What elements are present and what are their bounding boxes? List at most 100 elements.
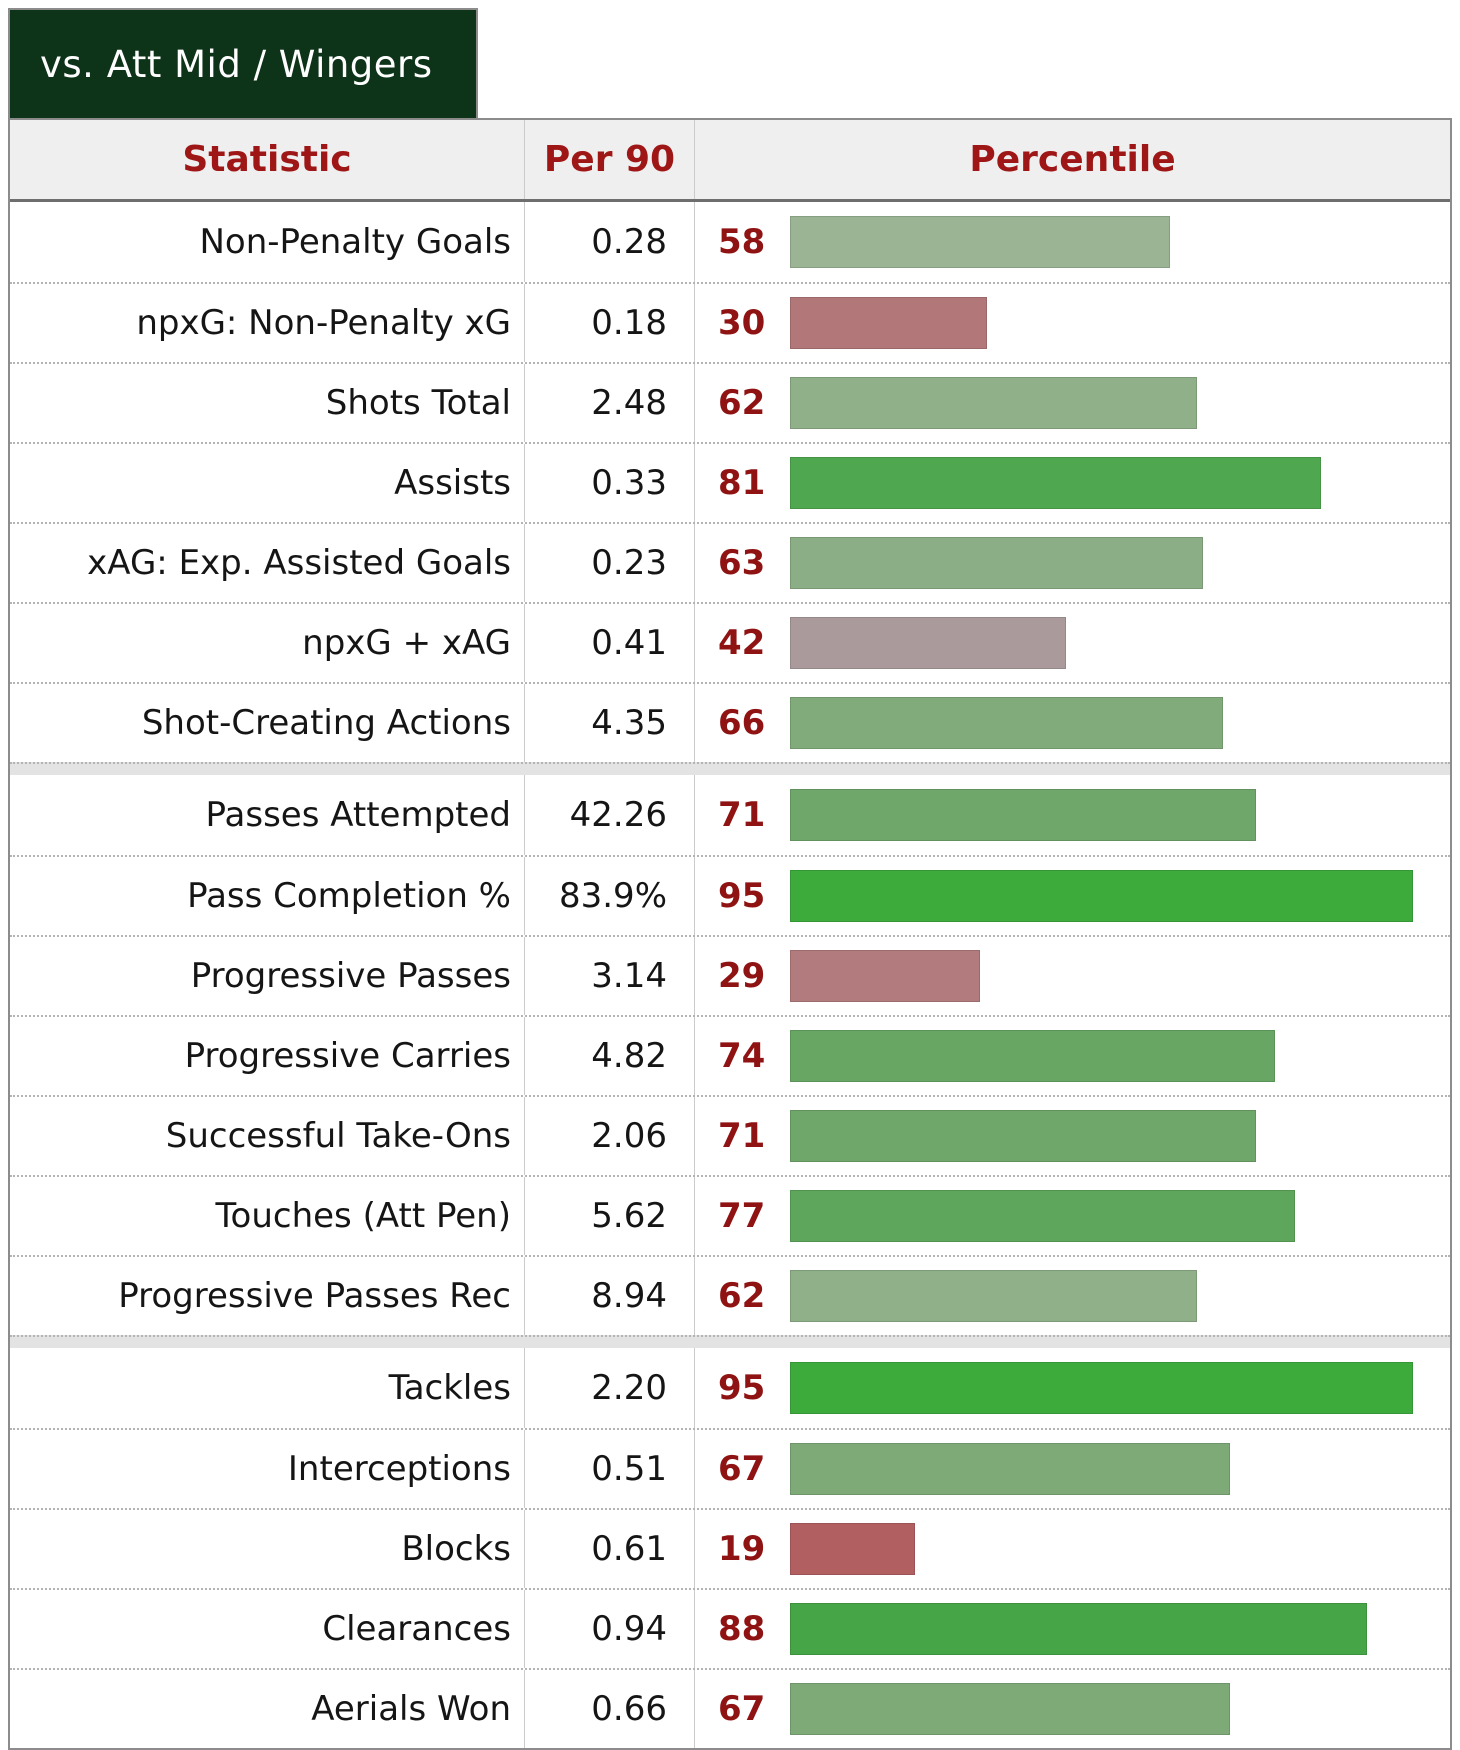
table-row: Blocks 0.61 19 xyxy=(10,1508,1450,1588)
per90-value: 4.35 xyxy=(525,684,695,762)
percentile-value: 71 xyxy=(718,795,766,835)
position-comparison-tab[interactable]: vs. Att Mid / Wingers xyxy=(8,8,478,118)
stat-label: Touches (Att Pen) xyxy=(10,1177,525,1255)
percentile-value: 74 xyxy=(718,1036,766,1076)
percentile-value: 62 xyxy=(718,1276,766,1316)
percentile-value: 66 xyxy=(718,703,766,743)
table-row: npxG: Non-Penalty xG 0.18 30 xyxy=(10,282,1450,362)
stat-label: Clearances xyxy=(10,1590,525,1668)
stat-label: Interceptions xyxy=(10,1430,525,1508)
stat-label: Blocks xyxy=(10,1510,525,1588)
per90-value: 42.26 xyxy=(525,775,695,855)
stat-label: Tackles xyxy=(10,1348,525,1428)
percentile-value: 42 xyxy=(718,623,766,663)
percentile-cell: 81 xyxy=(695,444,1450,522)
table-row: Interceptions 0.51 67 xyxy=(10,1428,1450,1508)
scouting-report-table: Statistic Per 90 Percentile Non-Penalty … xyxy=(8,118,1452,1750)
percentile-bar xyxy=(790,216,1170,268)
stat-label: Progressive Passes Rec xyxy=(10,1257,525,1335)
table-row: Pass Completion % 83.9% 95 xyxy=(10,855,1450,935)
per90-value: 2.06 xyxy=(525,1097,695,1175)
table-row: Progressive Carries 4.82 74 xyxy=(10,1015,1450,1095)
stat-label: Shots Total xyxy=(10,364,525,442)
percentile-cell: 95 xyxy=(695,857,1450,935)
stat-label: Shot-Creating Actions xyxy=(10,684,525,762)
col-header-percentile: Percentile xyxy=(969,139,1176,180)
col-header-statistic: Statistic xyxy=(10,120,525,199)
percentile-bar xyxy=(790,1270,1197,1322)
per90-value: 0.23 xyxy=(525,524,695,602)
percentile-cell: 19 xyxy=(695,1510,1450,1588)
percentile-cell: 62 xyxy=(695,364,1450,442)
percentile-bar xyxy=(790,1110,1256,1162)
percentile-bar xyxy=(790,297,987,349)
per90-value: 0.18 xyxy=(525,284,695,362)
percentile-cell: 71 xyxy=(695,1097,1450,1175)
table-row: xAG: Exp. Assisted Goals 0.23 63 xyxy=(10,522,1450,602)
percentile-bar xyxy=(790,1190,1295,1242)
table-body: Non-Penalty Goals 0.28 58 npxG: Non-Penalty… xyxy=(10,202,1450,1748)
per90-value: 0.33 xyxy=(525,444,695,522)
per90-value: 0.51 xyxy=(525,1430,695,1508)
table-row: Aerials Won 0.66 67 xyxy=(10,1668,1450,1748)
per90-value: 0.41 xyxy=(525,604,695,682)
per90-value: 4.82 xyxy=(525,1017,695,1095)
percentile-bar xyxy=(790,1362,1413,1414)
percentile-value: 67 xyxy=(718,1449,766,1489)
per90-value: 5.62 xyxy=(525,1177,695,1255)
percentile-bar xyxy=(790,457,1321,509)
percentile-cell: 30 xyxy=(695,284,1450,362)
percentile-cell: 63 xyxy=(695,524,1450,602)
table-row: Tackles 2.20 95 xyxy=(10,1348,1450,1428)
table-row: Touches (Att Pen) 5.62 77 xyxy=(10,1175,1450,1255)
percentile-bar xyxy=(790,1443,1230,1495)
stat-label: npxG: Non-Penalty xG xyxy=(10,284,525,362)
stat-label: Non-Penalty Goals xyxy=(10,202,525,282)
table-row: Assists 0.33 81 xyxy=(10,442,1450,522)
stat-label: Aerials Won xyxy=(10,1670,525,1748)
percentile-bar xyxy=(790,537,1203,589)
percentile-value: 30 xyxy=(718,303,766,343)
table-row: Successful Take-Ons 2.06 71 xyxy=(10,1095,1450,1175)
percentile-bar xyxy=(790,950,980,1002)
percentile-value: 77 xyxy=(718,1196,766,1236)
percentile-cell: 77 xyxy=(695,1177,1450,1255)
per90-value: 3.14 xyxy=(525,937,695,1015)
percentile-cell: 74 xyxy=(695,1017,1450,1095)
percentile-value: 88 xyxy=(718,1609,766,1649)
per90-value: 83.9% xyxy=(525,857,695,935)
stat-label: Successful Take-Ons xyxy=(10,1097,525,1175)
percentile-cell: 58 xyxy=(695,202,1450,282)
percentile-cell: 42 xyxy=(695,604,1450,682)
percentile-cell: 67 xyxy=(695,1430,1450,1508)
percentile-cell: 71 xyxy=(695,775,1450,855)
per90-value: 2.48 xyxy=(525,364,695,442)
percentile-value: 62 xyxy=(718,383,766,423)
percentile-bar xyxy=(790,697,1223,749)
percentile-bar xyxy=(790,377,1197,429)
percentile-bar xyxy=(790,1523,915,1575)
percentile-cell: 67 xyxy=(695,1670,1450,1748)
stat-label: Assists xyxy=(10,444,525,522)
section-divider xyxy=(10,762,1450,775)
percentile-value: 63 xyxy=(718,543,766,583)
table-row: Clearances 0.94 88 xyxy=(10,1588,1450,1668)
percentile-bar xyxy=(790,789,1256,841)
percentile-value: 95 xyxy=(718,876,766,916)
percentile-value: 81 xyxy=(718,463,766,503)
table-row: Non-Penalty Goals 0.28 58 xyxy=(10,202,1450,282)
table-row: Shot-Creating Actions 4.35 66 xyxy=(10,682,1450,762)
section-divider xyxy=(10,1335,1450,1348)
percentile-value: 19 xyxy=(718,1529,766,1569)
percentile-value: 29 xyxy=(718,956,766,996)
percentile-cell: 88 xyxy=(695,1590,1450,1668)
percentile-value: 67 xyxy=(718,1689,766,1729)
per90-value: 0.28 xyxy=(525,202,695,282)
per90-value: 2.20 xyxy=(525,1348,695,1428)
percentile-cell: 29 xyxy=(695,937,1450,1015)
percentile-cell: 66 xyxy=(695,684,1450,762)
percentile-bar xyxy=(790,870,1413,922)
stat-label: xAG: Exp. Assisted Goals xyxy=(10,524,525,602)
percentile-bar xyxy=(790,617,1066,669)
percentile-cell: 95 xyxy=(695,1348,1450,1428)
